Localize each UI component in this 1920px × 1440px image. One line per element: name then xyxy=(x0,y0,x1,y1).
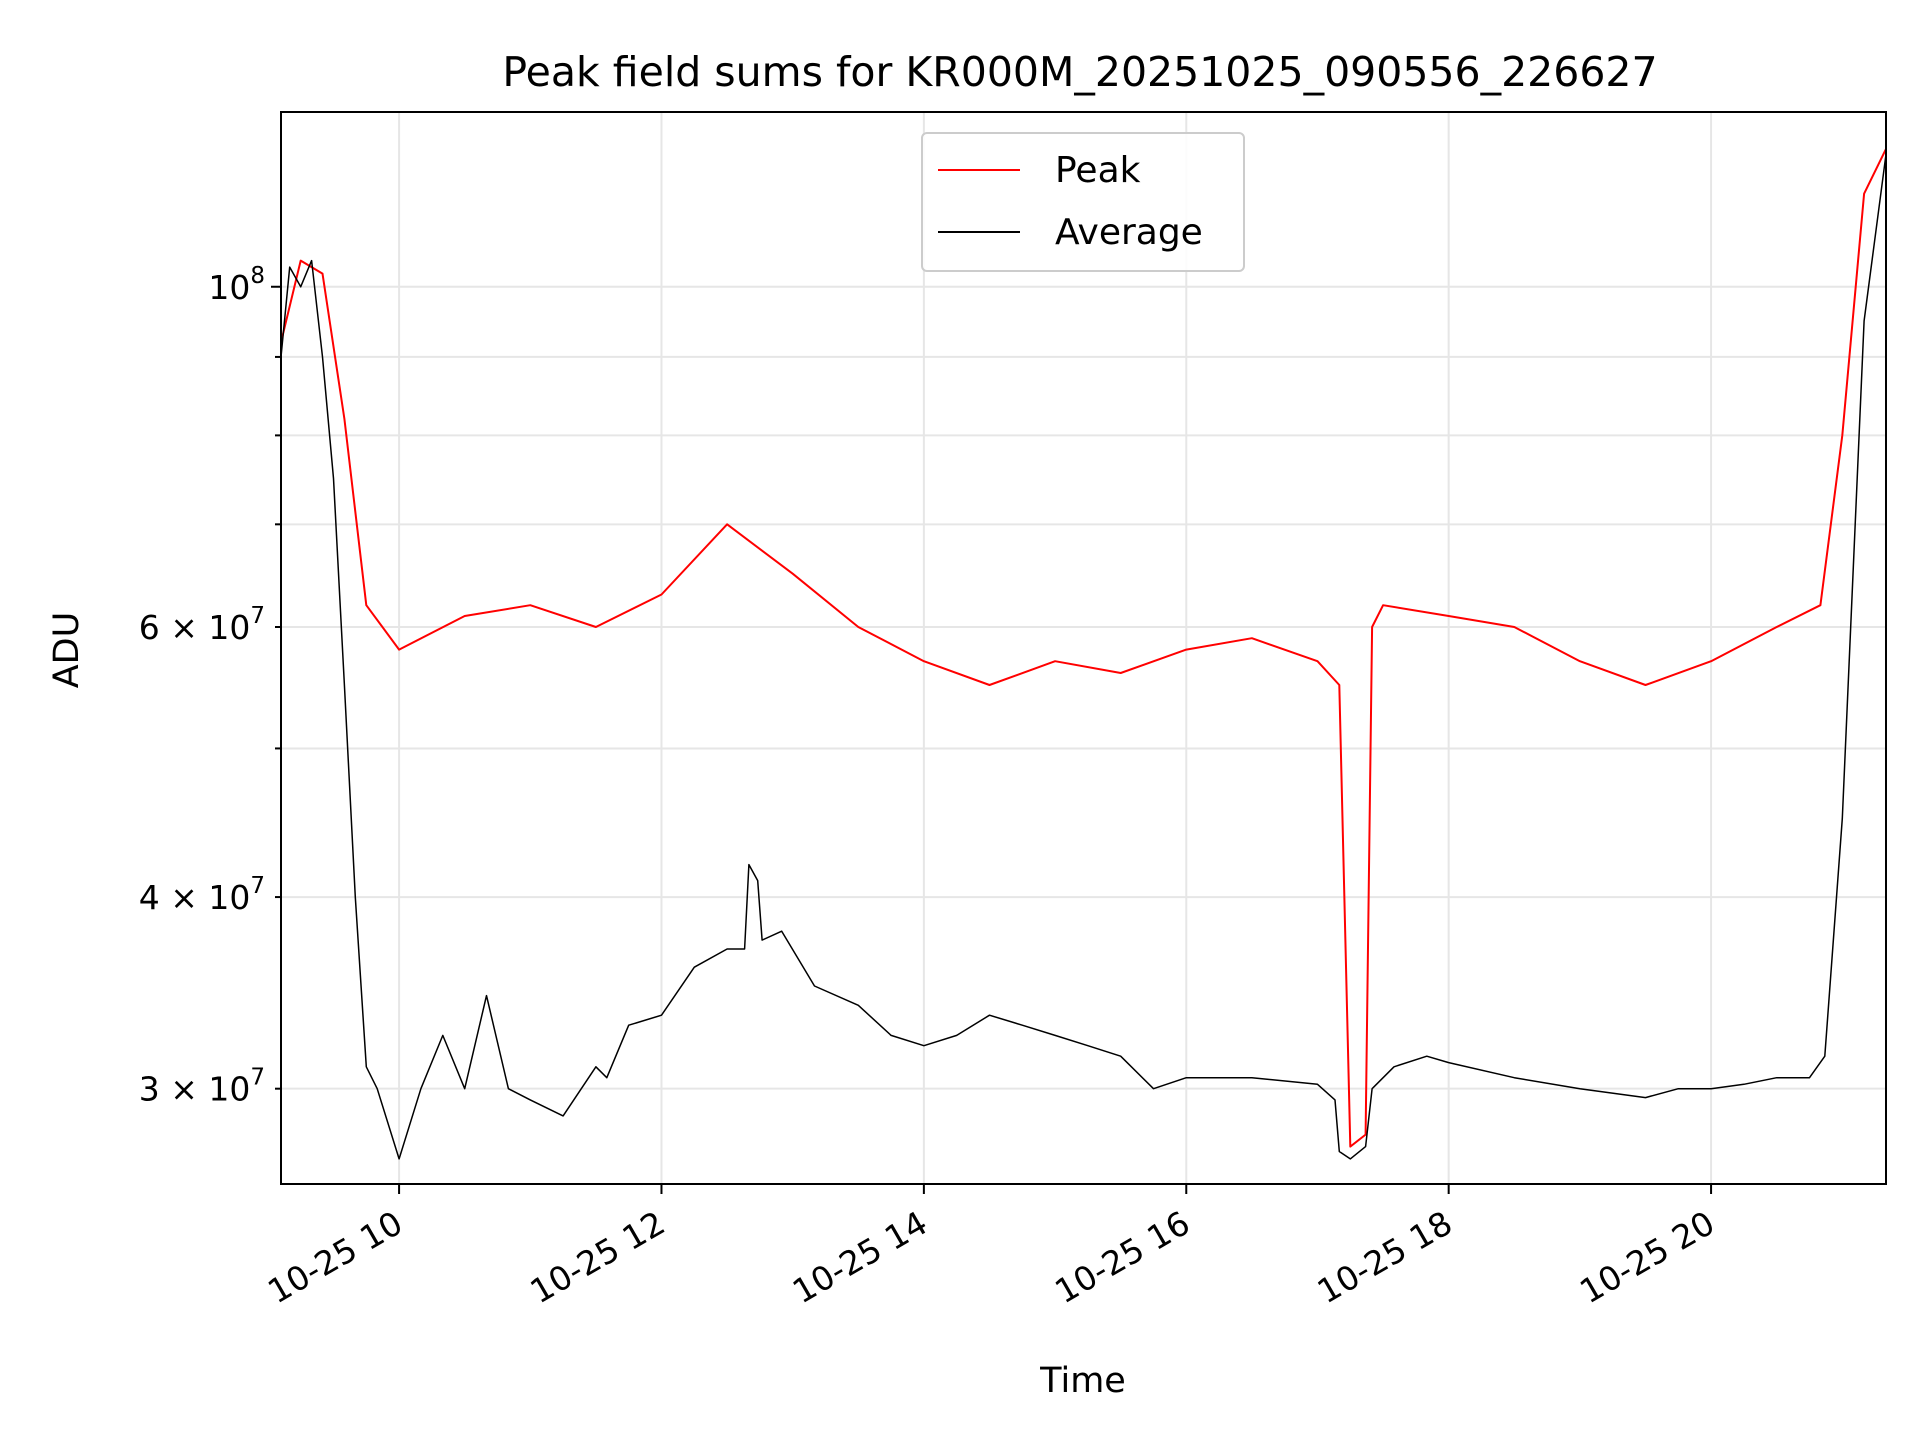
x-axis-label: Time xyxy=(1039,1361,1126,1401)
legend-label-average: Average xyxy=(1055,212,1203,253)
axes-frame xyxy=(280,111,1887,1185)
y-tick-label: 3 × 107 xyxy=(139,1065,265,1109)
y-tick-label: 108 xyxy=(208,263,265,307)
y-tick-label: 6 × 107 xyxy=(139,603,265,647)
chart-title: Peak field sums for KR000M_20251025_0905… xyxy=(502,48,1657,96)
legend-label-peak: Peak xyxy=(1055,150,1141,191)
series-line-peak xyxy=(280,148,1887,1148)
series-line-average xyxy=(280,154,1887,1160)
y-axis-ticks: 108 3 × 107 4 × 107 6 × 107 xyxy=(139,263,281,1109)
legend-box xyxy=(921,132,1245,272)
legend: Peak Average xyxy=(921,132,1245,272)
y-tick-label: 4 × 107 xyxy=(139,873,265,917)
grid xyxy=(281,112,1886,1184)
plot-lines xyxy=(280,148,1887,1160)
y-axis-label: ADU xyxy=(47,612,87,689)
